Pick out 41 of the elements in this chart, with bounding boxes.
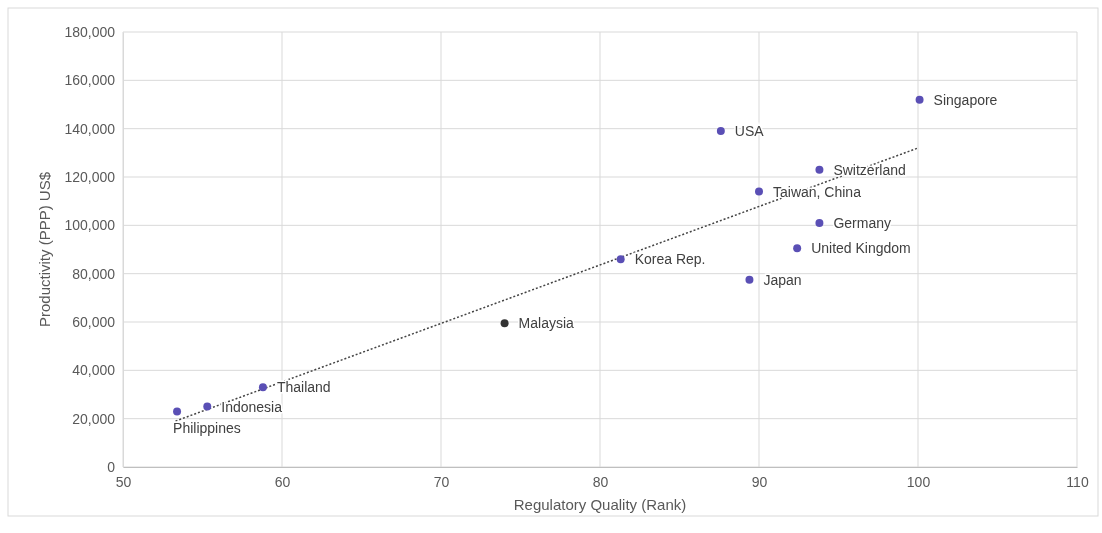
x-tick-label: 100 [906, 473, 931, 490]
annotation: Thailand [276, 379, 331, 396]
x-tick-label: 80 [592, 473, 609, 490]
x-tick-label: 50 [115, 473, 132, 490]
y-tick-label: 20,000 [72, 410, 116, 427]
annotation: Malaysia [518, 315, 575, 332]
point [793, 244, 802, 253]
point [815, 218, 824, 227]
point [755, 187, 763, 196]
annotation: Germany [833, 214, 891, 231]
y-tick-label: 80,000 [72, 265, 116, 282]
point [915, 95, 924, 104]
annotation: Singapore [933, 91, 998, 108]
point [203, 402, 212, 411]
y-tick-label: 100,000 [64, 217, 116, 234]
point [500, 319, 509, 328]
x-tick-label: 90 [751, 473, 768, 490]
y-tick-label: 140,000 [64, 120, 116, 137]
x-tick-label: 110 [1066, 473, 1089, 490]
annotation: Philippines [173, 420, 241, 437]
point [716, 127, 725, 136]
point [258, 383, 267, 392]
y-tick-label: 180,000 [64, 23, 116, 40]
point [815, 165, 824, 174]
x-tick-label: 60 [274, 473, 291, 490]
y-tick-label: 0 [107, 458, 116, 475]
y-tick-label: 60,000 [72, 313, 116, 330]
y-axis-title: Productivity (PPP) US$ [36, 171, 53, 328]
annotation: Korea Rep. [634, 251, 706, 268]
point [173, 407, 182, 416]
x-axis-title: Regulatory Quality (Rank) [513, 496, 687, 513]
point [616, 255, 625, 264]
y-tick-label: 40,000 [72, 362, 116, 379]
annotation: Indonesia [221, 398, 283, 415]
annotation: USA [734, 123, 765, 140]
y-tick-label: 160,000 [64, 72, 116, 89]
annotation: Japan [763, 271, 802, 288]
y-tick-label: 120,000 [64, 168, 116, 185]
annotation: United Kingdom [811, 240, 911, 257]
point [745, 275, 754, 284]
x-tick-label: 70 [433, 473, 450, 490]
